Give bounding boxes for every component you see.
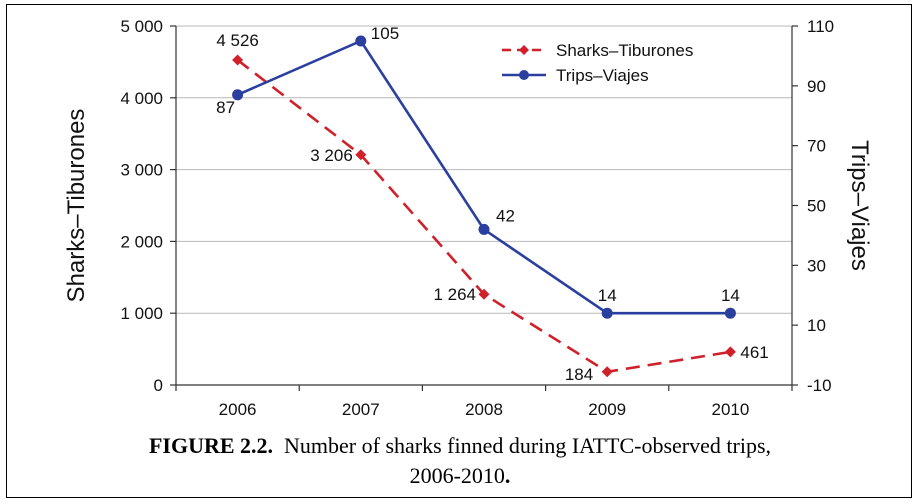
x-axis-tick-label: 2009 [588,400,626,419]
right-axis-tick-label: 10 [807,316,826,335]
left-axis-tick-label: 0 [154,376,163,395]
trips-data-point [232,89,244,101]
sharks-data-point [724,346,736,358]
figure-caption-line2: 2006-2010. [0,462,920,490]
sharks-data-label: 461 [740,343,768,362]
sharks-data-point [478,288,490,300]
trips-data-label: 105 [371,24,399,43]
trips-data-point [355,35,367,47]
sharks-data-label: 4 526 [216,31,259,50]
sharks-data-point [601,366,613,378]
trips-data-point [724,307,736,319]
figure-frame [6,4,912,498]
trips-data-label: 14 [598,286,617,305]
legend-sharks-marker [519,45,529,55]
figure-caption-line1: FIGURE 2.2. Number of sharks finned duri… [0,432,920,460]
right-axis-tick-label: -10 [807,376,832,395]
right-axis-tick-label: 30 [807,256,826,275]
trips-data-point [601,307,613,319]
right-axis-title: Trips–Viajes [846,140,873,271]
left-axis-title: Sharks–Tiburones [63,109,90,303]
right-axis-tick-label: 90 [807,77,826,96]
x-axis-tick-label: 2007 [342,400,380,419]
figure-caption-text: Number of sharks finned during IATTC-obs… [284,433,772,458]
left-axis-tick-label: 2 000 [120,232,163,251]
x-axis-tick-label: 2006 [219,400,257,419]
trips-data-point [478,223,490,235]
figure-caption-label: FIGURE 2.2. [148,433,274,458]
sharks-data-point [232,54,244,66]
trips-series-line [237,39,731,315]
left-axis-tick-label: 3 000 [120,161,163,180]
sharks-data-point [355,149,367,161]
trips-data-label: 87 [216,98,235,117]
left-axis-tick-label: 1 000 [120,304,163,323]
x-axis-tick-label: 2008 [465,400,503,419]
legend-sharks-label: Sharks–Tiburones [556,41,693,60]
left-axis-tick-label: 5 000 [120,17,163,36]
sharks-data-label: 1 264 [433,285,476,304]
right-axis-tick-label: 110 [807,17,834,36]
left-axis-tick-label: 4 000 [120,89,163,108]
trips-data-label: 42 [496,206,515,225]
legend-trips-marker [519,70,529,80]
shark-trips-chart: 0 1 000 2 000 3 000 4 000 5 000 -10 10 30 50 70 90 1… [63,17,873,419]
sharks-data-label: 3 206 [310,146,353,165]
x-axis-tick-label: 2010 [711,400,749,419]
legend-trips-label: Trips–Viajes [556,66,649,85]
trips-data-label: 14 [721,286,740,305]
figure-caption-years: 2006-2010 [409,463,505,488]
figure-caption-end: . [504,463,511,488]
right-axis-tick-label: 70 [807,137,826,156]
sharks-series-line [236,59,731,374]
sharks-data-label: 184 [565,365,593,384]
right-axis-tick-label: 50 [807,197,826,216]
